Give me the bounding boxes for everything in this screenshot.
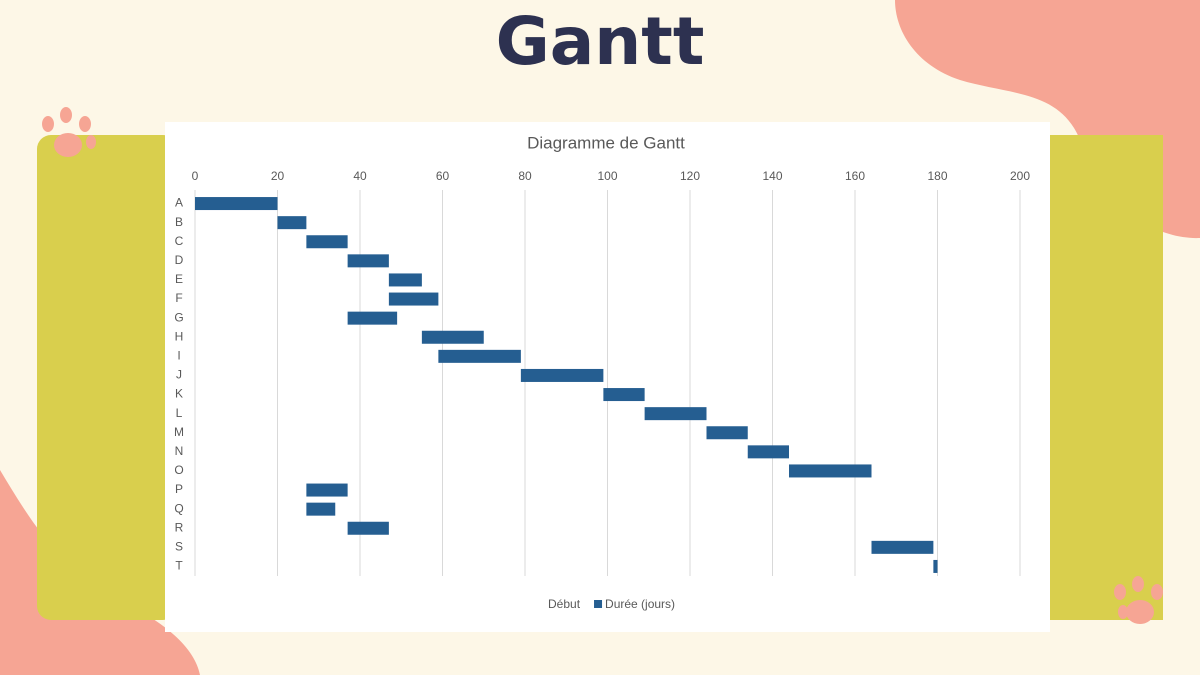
y-tick-label: S — [175, 540, 183, 554]
bar — [347, 521, 389, 535]
bar — [421, 330, 484, 344]
blob — [0, 470, 200, 675]
y-tick-label: D — [175, 253, 184, 267]
y-tick-label: J — [176, 368, 182, 382]
y-tick-label: K — [175, 387, 183, 401]
legend-label: Durée (jours) — [605, 597, 675, 611]
bar — [388, 273, 422, 287]
y-tick-label: L — [176, 406, 183, 420]
bar — [306, 502, 336, 516]
y-tick-label: Q — [174, 501, 183, 515]
chart-title: Diagramme de Gantt — [527, 133, 685, 152]
x-tick-label: 20 — [271, 169, 285, 183]
slide-title: Gantt — [496, 3, 705, 80]
bar — [520, 368, 604, 382]
bar — [347, 311, 398, 325]
bar — [789, 464, 872, 478]
x-tick-label: 100 — [597, 169, 617, 183]
x-tick-label: 60 — [436, 169, 450, 183]
paw-icon — [42, 107, 96, 157]
bar — [195, 197, 278, 211]
y-tick-label: G — [174, 310, 183, 324]
y-tick-label: N — [175, 444, 184, 458]
x-tick-label: 180 — [927, 169, 947, 183]
x-tick-label: 200 — [1010, 169, 1030, 183]
bar — [747, 445, 789, 459]
bar — [933, 559, 938, 573]
y-tick-label: T — [175, 559, 183, 573]
y-tick-label: O — [174, 463, 183, 477]
y-tick-label: H — [175, 329, 184, 343]
bar — [706, 426, 748, 440]
bar — [306, 235, 348, 249]
x-tick-label: 40 — [353, 169, 367, 183]
x-tick-label: 160 — [845, 169, 865, 183]
paw-icon — [1114, 576, 1163, 624]
legend-swatch — [594, 600, 603, 608]
y-tick-label: M — [174, 425, 184, 439]
bar — [388, 292, 439, 306]
y-tick-label: B — [175, 215, 183, 229]
y-tick-label: C — [175, 234, 184, 248]
bar — [306, 483, 348, 497]
x-tick-label: 80 — [518, 169, 532, 183]
panel-accent — [37, 135, 177, 620]
y-tick-label: A — [175, 196, 183, 210]
bar — [438, 349, 521, 363]
y-tick-label: I — [177, 349, 180, 363]
y-tick-label: E — [175, 272, 183, 286]
bar — [347, 254, 389, 268]
legend-label: Début — [548, 597, 581, 611]
bar — [871, 540, 934, 554]
y-tick-label: P — [175, 482, 183, 496]
x-tick-label: 0 — [192, 169, 199, 183]
bar — [603, 388, 645, 402]
bar — [644, 407, 707, 421]
y-tick-label: F — [175, 291, 182, 305]
y-tick-label: R — [175, 520, 184, 534]
panel-accent — [1040, 135, 1163, 620]
x-tick-label: 140 — [762, 169, 782, 183]
bar — [277, 216, 307, 230]
x-tick-label: 120 — [680, 169, 700, 183]
